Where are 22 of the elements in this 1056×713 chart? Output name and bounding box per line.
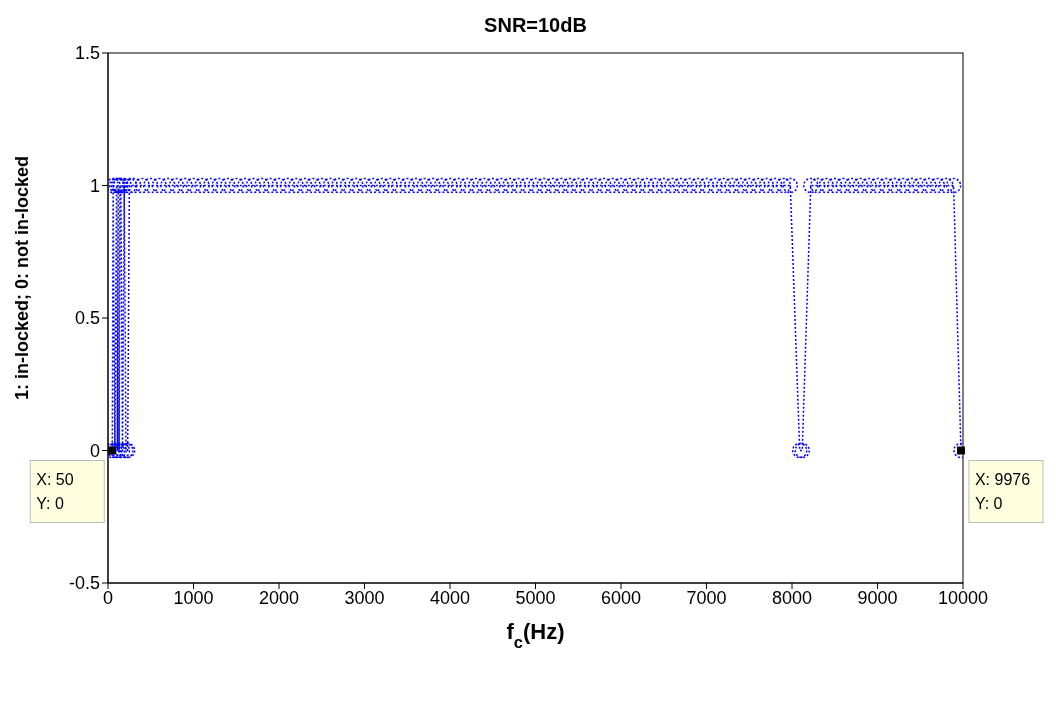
x-tick-label: 10000 (937, 587, 989, 608)
y-tick-label: 1.5 (74, 43, 100, 64)
chart-title: SNR=10dB (484, 14, 587, 36)
y-tick-label: 1 (89, 175, 100, 196)
y-tick-label: 0 (89, 440, 100, 461)
x-tick-label: 7000 (686, 587, 727, 608)
x-tick-label: 8000 (771, 587, 813, 608)
x-tick-label: 4000 (429, 587, 471, 608)
y-axis-title: 1: in-locked; 0: not in-locked (12, 155, 32, 401)
y-tick-label: -0.5 (68, 573, 100, 594)
annotation: X: 50 Y: 0 (36, 470, 74, 512)
x-tick-label: 6000 (600, 587, 642, 608)
x-tick-label: 2000 (258, 587, 300, 608)
y-tick-label: 0.5 (74, 308, 100, 329)
x-tick-label: 3000 (344, 587, 385, 608)
x-tick-label: 1000 (173, 587, 214, 608)
x-tick-label: 5000 (515, 587, 556, 608)
x-axis-title: f$_{c}$(Hz) (506, 619, 565, 651)
x-tick-label: 0 (102, 587, 114, 608)
x-tick-label: 9000 (857, 587, 898, 608)
data-tip: X: 9976 Y: 0 (956, 446, 1044, 523)
annotation: X: 9976 Y: 0 (974, 470, 1031, 512)
